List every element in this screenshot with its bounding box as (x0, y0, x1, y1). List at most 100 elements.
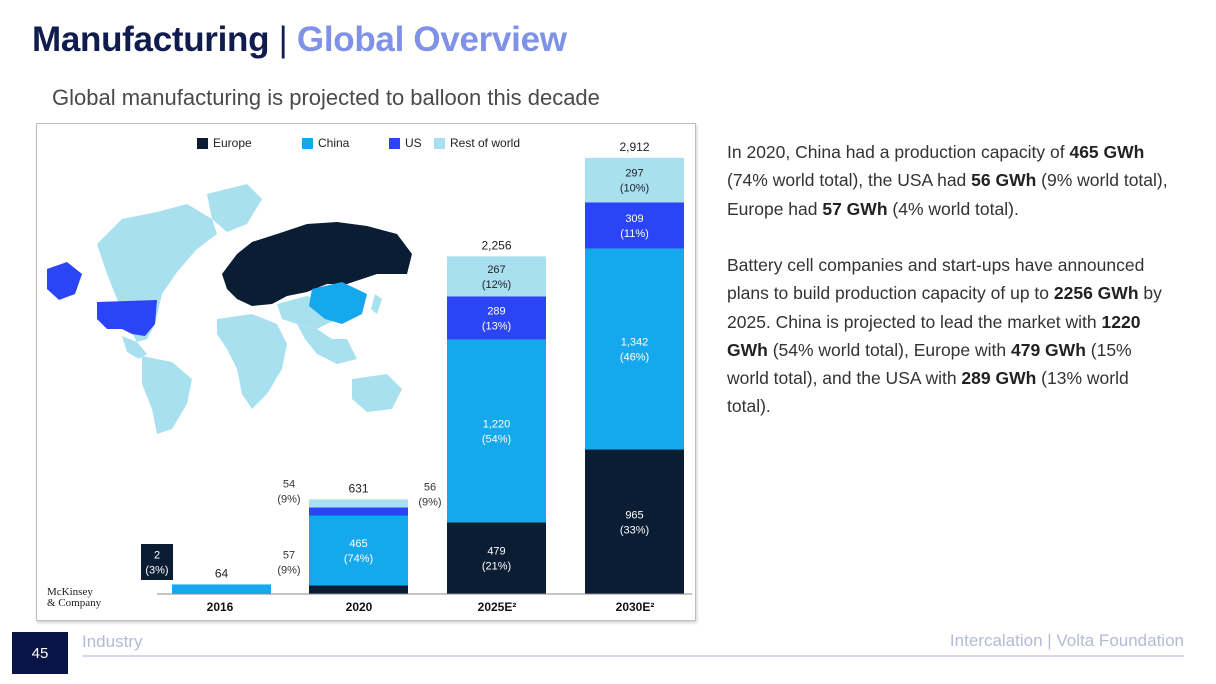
label-us-2025e-line2: (13%) (482, 320, 511, 332)
p2-text-3: (54% world total), Europe with (767, 339, 1011, 360)
bar-group-2030e: 965 (33%) 1,342 (46%) 309 (11%) 297 (10%) 2,912 (585, 140, 684, 594)
chart-legend: Europe China US Rest of world (197, 136, 520, 150)
label-rest-of-world-2030e-line2: (10%) (620, 183, 649, 195)
p1-text-3: (9% world total), Europe had (727, 170, 1168, 219)
p2-bold-china: 1220 GWh (727, 311, 1141, 360)
p2-text-4: (15% world total), and the USA with (727, 339, 1132, 389)
bar-rest-of-world-2030e (585, 157, 684, 203)
label-rest-of-world-2030e-line1: 297 (625, 168, 643, 180)
label-europe-2030e-line2: (33%) (620, 524, 649, 536)
p2-bold-total: 2256 GWh (1053, 283, 1139, 304)
title-main: Manufacturing (32, 20, 270, 59)
bar-us-2025e (447, 296, 546, 340)
legend-swatch-us (389, 138, 400, 149)
map-greenland (207, 184, 262, 232)
map-australia (352, 374, 402, 412)
label-china-2020-line2: (74%) (344, 553, 373, 565)
paragraph-2025-projection: Battery cell companies and start-ups hav… (727, 251, 1177, 421)
total-label-2030e: 2,912 (619, 140, 649, 154)
label-europe-2020-line1: 57 (283, 550, 295, 562)
legend-item-europe: Europe (197, 136, 252, 150)
page-number: 45 (12, 632, 68, 674)
bar-rest-of-world-2020 (309, 499, 408, 508)
bar-group-2020: 465 (74%) 631 (309, 481, 408, 594)
label-europe-2016-line1: 2 (154, 550, 160, 562)
p1-bold-china: 465 GWh (1069, 142, 1145, 162)
label-europe-2016-line2: (3%) (145, 565, 168, 577)
map-south-asia (297, 324, 357, 364)
label-china-2025e-line2: (54%) (482, 433, 511, 445)
p2-bold-usa: 289 GWh (961, 368, 1037, 389)
p2-text-2: by 2025. China is projected to lead the … (727, 283, 1162, 332)
map-japan (371, 294, 382, 314)
label-us-2030e-line2: (11%) (620, 228, 649, 240)
bar-europe-2020 (309, 585, 408, 594)
label-us-2030e-line1: 309 (625, 213, 643, 225)
label-us-2020-line2: (9%) (418, 497, 441, 509)
mckinsey-logo-line1: McKinsey (47, 586, 93, 598)
map-central-america (122, 336, 147, 359)
title-separator: | (278, 20, 288, 59)
x-tick-2025e: 2025E² (478, 600, 517, 614)
world-map (47, 184, 412, 434)
x-tick-2016: 2016 (207, 600, 234, 614)
label-china-2030e-line2: (46%) (620, 352, 649, 364)
map-africa (217, 314, 287, 409)
footer-section-label: Industry (82, 632, 143, 651)
map-usa (97, 300, 157, 336)
bar-rest-of-world-2025e (447, 256, 546, 297)
label-china-2030e-line1: 1,342 (621, 337, 649, 349)
bar-china-2016 (172, 584, 271, 594)
bar-europe-2030e (585, 449, 684, 594)
p1-bold-europe: 57 GWh (822, 198, 888, 219)
legend-swatch-china (302, 138, 313, 149)
label-rest-of-world-2020-line2: (9%) (277, 494, 300, 506)
map-europe-russia (222, 222, 412, 306)
total-label-2020: 631 (348, 481, 368, 495)
p2-bold-europe: 479 GWh (1011, 339, 1086, 360)
mckinsey-logo-line2: & Company (47, 597, 102, 609)
p1-text-1: In 2020, China had a production capacity… (727, 142, 1070, 162)
label-rest-of-world-2020-line1: 54 (283, 479, 295, 491)
footer-source-label: Intercalation | Volta Foundation (949, 631, 1184, 650)
legend-item-us: US (389, 136, 422, 150)
label-us-2020-line1: 56 (424, 482, 436, 494)
mckinsey-logo: McKinsey & Company (47, 586, 102, 609)
bar-group-2025e: 479 (21%) 1,220 (54%) 289 (13%) 267 (12%) 2,256 (447, 238, 546, 594)
label-europe-2020-line2: (9%) (277, 565, 300, 577)
label-us-2025e-line1: 289 (487, 305, 505, 317)
total-label-2025e: 2,256 (481, 238, 511, 252)
bar-china-2020 (309, 515, 408, 586)
x-axis: 2016 2020 2025E² 2030E² (157, 593, 692, 614)
legend-swatch-europe (197, 138, 208, 149)
legend-label-us: US (405, 136, 422, 150)
slide-subtitle: Global manufacturing is projected to bal… (52, 85, 600, 110)
outside-labels: 2 (3%) 57 (9%) 54 (9%) 56 (9%) (141, 479, 442, 580)
p1-text-4: (4% world total). (887, 198, 1019, 219)
label-europe-2025e-line1: 479 (487, 546, 505, 558)
paragraph-2020-capacity: In 2020, China had a production capacity… (727, 138, 1177, 223)
legend-item-china: China (302, 136, 350, 150)
slide-title: Manufacturing | Global Overview (32, 20, 567, 60)
p2-text-1: Battery cell companies and start-ups hav… (727, 255, 1145, 304)
label-china-2025e-line1: 1,220 (483, 418, 511, 430)
bar-us-2020 (309, 507, 408, 516)
p1-text-2: (74% world total), the USA had (727, 170, 972, 191)
x-tick-2020: 2020 (346, 600, 373, 614)
chart-image: Europe China US Rest of world 64 465 (74%) 631… (36, 123, 696, 621)
bar-europe-2025e (447, 522, 546, 594)
legend-label-china: China (318, 136, 350, 150)
label-rest-of-world-2025e-line2: (12%) (482, 279, 511, 291)
bar-group-2016: 64 (172, 566, 271, 594)
total-label-2016: 64 (215, 566, 229, 580)
map-south-america (142, 356, 192, 434)
label-rest-of-world-2025e-line1: 267 (487, 264, 505, 276)
p1-bold-usa: 56 GWh (971, 170, 1037, 191)
x-tick-2030e: 2030E² (616, 600, 655, 614)
bar-china-2030e (585, 248, 684, 450)
p2-text-5: (13% world total). (727, 368, 1129, 417)
footer-divider (82, 655, 1184, 657)
chart-bars: 64 465 (74%) 631 479 (21%) 1,220 (54%) 289 (13%) 2… (141, 140, 684, 594)
legend-label-rest-of-world: Rest of world (450, 136, 520, 150)
map-china (309, 282, 367, 324)
